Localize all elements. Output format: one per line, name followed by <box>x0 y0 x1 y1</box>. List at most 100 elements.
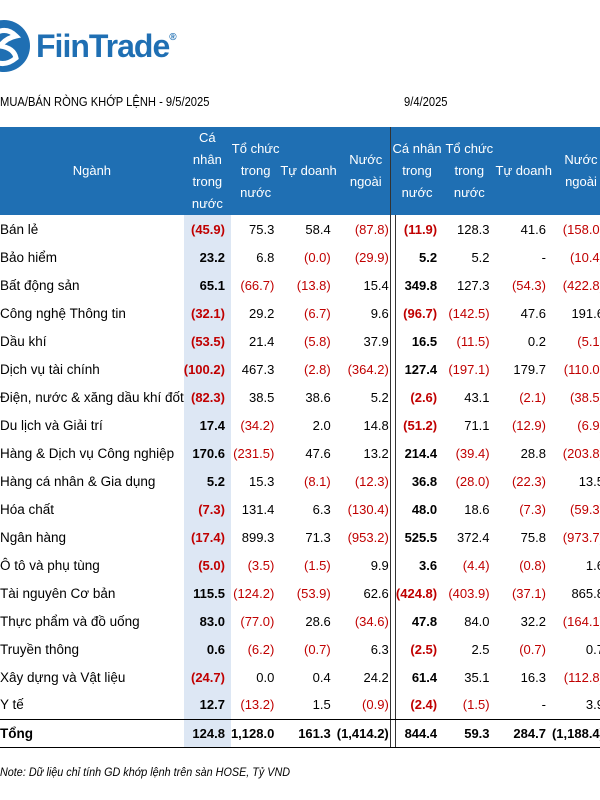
institution-value: 0.0 <box>256 669 275 685</box>
proprietary-value: - <box>541 249 546 265</box>
foreign-value: (973.7) <box>562 529 600 545</box>
foreign-value: (0.9) <box>362 697 389 713</box>
proprietary-value: 47.6 <box>520 305 546 321</box>
proprietary-value: 41.6 <box>520 221 546 237</box>
foreign-value: (10.4) <box>570 249 600 265</box>
individual-value: 3.6 <box>419 557 438 573</box>
sector-name: Thực phẩm và đồ uống <box>0 613 140 629</box>
sector-name: Y tế <box>0 697 24 713</box>
individual-value: 65.1 <box>183 271 231 299</box>
sector-name: Bảo hiểm <box>0 249 58 265</box>
header-sector: Ngành <box>0 127 184 215</box>
right-title: 9/4/2025 <box>404 94 448 109</box>
individual-value: (2.6) <box>410 389 438 405</box>
individual-value: 115.5 <box>183 579 231 607</box>
sector-name: Hàng cá nhân & Gia dụng <box>0 473 156 489</box>
institution-value: 2.5 <box>471 641 490 657</box>
fiintrade-logo-icon <box>0 20 30 72</box>
foreign-value: (29.9) <box>354 249 389 265</box>
institution-value: 71.1 <box>464 417 490 433</box>
table-current: Ngành Cá nhân trong nước Tổ chức trong n… <box>0 127 396 748</box>
individual-value: (96.7) <box>403 305 438 321</box>
proprietary-value: (54.3) <box>511 277 546 293</box>
proprietary-value: 6.3 <box>312 501 331 517</box>
institution-value: 29.2 <box>249 305 275 321</box>
table-row: (2.4) (1.5) - 3.9 <box>391 691 600 719</box>
foreign-value: (112.8) <box>563 669 600 685</box>
table-row: (11.9) 128.3 41.6 (158.0) <box>391 215 600 243</box>
proprietary-value: (0.8) <box>519 557 546 573</box>
table-row: 127.4 (197.1) 179.7 (110.0) <box>391 355 600 383</box>
sector-name: Hàng & Dịch vụ Công nghiệp <box>0 445 175 461</box>
sector-name: Xây dựng và Vật liệu <box>0 669 126 685</box>
individual-value: (45.9) <box>183 215 231 243</box>
table-row: Ô tô và phụ tùng (5.0) (3.5) (1.5) 9.9 <box>0 551 395 579</box>
institution-value: 5.2 <box>471 249 490 265</box>
proprietary-value: (12.9) <box>511 417 546 433</box>
sector-name: Ô tô và phụ tùng <box>0 557 100 573</box>
table-row: 48.0 18.6 (7.3) (59.3) <box>391 495 600 523</box>
foreign-value: 6.3 <box>370 641 389 657</box>
sector-name: Tổng <box>0 718 184 748</box>
table-row: Dầu khí (53.5) 21.4 (5.8) 37.9 <box>0 327 395 355</box>
table-row: Xây dựng và Vật liệu (24.7) 0.0 0.4 24.2 <box>0 663 395 691</box>
table-row: Hàng & Dịch vụ Công nghiệp 170.6 (231.5) 47… <box>0 439 395 467</box>
individual-value: 124.8 <box>183 718 231 748</box>
proprietary-value: 2.0 <box>312 417 331 433</box>
header-proprietary: Tự doanh <box>280 127 337 215</box>
table-row: Bảo hiểm 23.2 6.8 (0.0) (29.9) <box>0 243 395 271</box>
foreign-value: 191.6 <box>571 305 600 321</box>
table-row: Y tế 12.7 (13.2) 1.5 (0.9) <box>0 691 395 719</box>
proprietary-value: 284.7 <box>495 718 552 748</box>
table-row: (2.6) 43.1 (2.1) (38.5) <box>391 383 600 411</box>
table-row: Hóa chất (7.3) 131.4 6.3 (130.4) <box>0 495 395 523</box>
foreign-value: (422.8) <box>562 277 600 293</box>
individual-value: (2.5) <box>410 641 438 657</box>
foreign-value: (59.3) <box>570 501 600 517</box>
institution-value: (11.5) <box>456 333 490 349</box>
foreign-value: (1,188.4) <box>551 718 600 748</box>
proprietary-value: (2.8) <box>304 361 331 377</box>
foreign-value: 13.5 <box>578 473 600 489</box>
proprietary-value: (1.5) <box>304 557 331 573</box>
institution-value: (66.7) <box>240 277 275 293</box>
individual-value: (24.7) <box>183 663 231 691</box>
total-row: Tổng 124.8 1,128.0 161.3 (1,414.2) <box>0 718 396 748</box>
individual-value: (5.0) <box>183 551 231 579</box>
institution-value: 75.3 <box>249 221 275 237</box>
proprietary-value: (2.1) <box>519 389 546 405</box>
foreign-value: 13.2 <box>363 445 389 461</box>
foreign-value: 15.4 <box>363 277 389 293</box>
proprietary-value: 32.2 <box>520 613 546 629</box>
individual-value: (7.3) <box>183 495 231 523</box>
proprietary-value: - <box>541 697 546 713</box>
table-row: Điện, nước & xăng dầu khí đốt (82.3) 38.5 3… <box>0 383 395 411</box>
foreign-value: (87.8) <box>354 221 389 237</box>
foreign-value: 9.6 <box>370 305 389 321</box>
proprietary-value: 179.7 <box>513 361 546 377</box>
individual-value: (32.1) <box>183 299 231 327</box>
table-row: Tài nguyên Cơ bản 115.5 (124.2) (53.9) 62.6 <box>0 579 395 607</box>
foreign-value: 5.2 <box>370 389 389 405</box>
foreign-value: 9.9 <box>370 557 389 573</box>
foreign-value: 62.6 <box>363 585 389 601</box>
table-row: 36.8 (28.0) (22.3) 13.5 <box>391 467 600 495</box>
header-foreign: Nước ngoài <box>336 127 396 215</box>
institution-value: (39.4) <box>455 445 490 461</box>
individual-value: 17.4 <box>183 411 231 439</box>
header-institution: Tổ chức trong nước <box>230 127 281 215</box>
proprietary-value: 47.6 <box>305 445 331 461</box>
institution-value: 467.3 <box>241 361 275 377</box>
table-row: (96.7) (142.5) 47.6 191.6 <box>391 299 600 327</box>
individual-value: 0.6 <box>183 635 231 663</box>
sector-name: Điện, nước & xăng dầu khí đốt <box>0 389 184 405</box>
foreign-value: 3.9 <box>585 697 600 713</box>
individual-value: 844.4 <box>390 718 444 748</box>
institution-value: 59.3 <box>443 718 496 748</box>
institution-value: (403.9) <box>448 585 490 601</box>
individual-value: 127.4 <box>404 361 438 377</box>
institution-value: 18.6 <box>464 501 490 517</box>
individual-value: 349.8 <box>404 277 438 293</box>
individual-value: 525.5 <box>404 529 438 545</box>
proprietary-value: 0.4 <box>312 669 331 685</box>
